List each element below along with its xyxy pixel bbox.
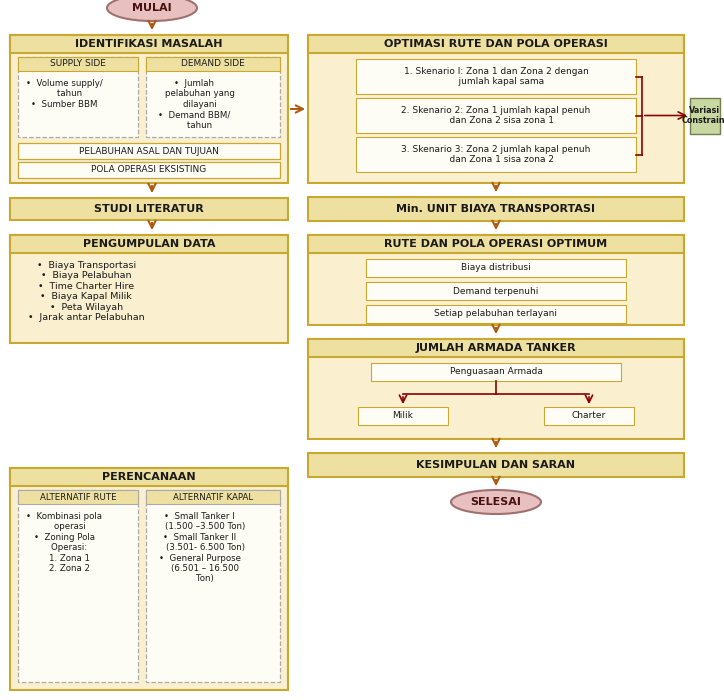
Text: POLA OPERASI EKSISTING: POLA OPERASI EKSISTING: [91, 165, 206, 174]
Bar: [308, 35, 684, 183]
Bar: [10, 468, 288, 690]
Bar: [308, 339, 684, 439]
Bar: [544, 407, 634, 425]
Text: •  Biaya Transportasi
•  Biaya Pelabuhan
•  Time Charter Hire
•  Biaya Kapal Mil: • Biaya Transportasi • Biaya Pelabuhan •…: [28, 261, 145, 322]
Text: •  Volume supply/
    tahun
•  Sumber BBM: • Volume supply/ tahun • Sumber BBM: [26, 79, 103, 108]
Bar: [308, 235, 684, 253]
Bar: [10, 235, 288, 343]
Text: ALTERNATIF KAPAL: ALTERNATIF KAPAL: [173, 493, 253, 501]
Text: Penguasaan Armada: Penguasaan Armada: [450, 368, 542, 377]
Bar: [10, 35, 288, 183]
Bar: [308, 197, 684, 221]
Text: OPTIMASI RUTE DAN POLA OPERASI: OPTIMASI RUTE DAN POLA OPERASI: [384, 39, 608, 49]
Bar: [146, 57, 280, 137]
Bar: [308, 35, 684, 53]
Text: 1. Skenario I: Zona 1 dan Zona 2 dengan
    jumlah kapal sama: 1. Skenario I: Zona 1 dan Zona 2 dengan …: [403, 66, 589, 86]
Text: KESIMPULAN DAN SARAN: KESIMPULAN DAN SARAN: [416, 460, 576, 470]
Text: MULAI: MULAI: [132, 3, 172, 13]
Bar: [366, 305, 626, 323]
Bar: [146, 490, 280, 504]
Text: Demand terpenuhi: Demand terpenuhi: [453, 286, 539, 295]
Bar: [18, 162, 280, 178]
Bar: [146, 490, 280, 682]
Text: PENGUMPULAN DATA: PENGUMPULAN DATA: [83, 239, 215, 249]
Bar: [356, 137, 636, 172]
Bar: [18, 57, 138, 137]
Bar: [10, 35, 288, 53]
Bar: [18, 57, 138, 71]
Bar: [366, 282, 626, 300]
Text: Biaya distribusi: Biaya distribusi: [461, 263, 531, 272]
Text: Min. UNIT BIAYA TRANSPORTASI: Min. UNIT BIAYA TRANSPORTASI: [397, 204, 596, 214]
Ellipse shape: [107, 0, 197, 21]
Text: STUDI LITERATUR: STUDI LITERATUR: [94, 204, 204, 214]
Bar: [308, 235, 684, 325]
Text: Setiap pelabuhan terlayani: Setiap pelabuhan terlayani: [434, 309, 557, 318]
Bar: [10, 235, 288, 253]
Text: Charter: Charter: [572, 412, 606, 421]
Bar: [10, 198, 288, 220]
Bar: [358, 407, 448, 425]
Text: Milik: Milik: [392, 412, 413, 421]
Ellipse shape: [451, 490, 541, 514]
Bar: [371, 363, 621, 381]
Bar: [18, 490, 138, 504]
Bar: [308, 453, 684, 477]
Text: •  Small Tanker I
    (1.500 –3.500 Ton)
•  Small Tanker II
    (3.501- 6.500 To: • Small Tanker I (1.500 –3.500 Ton) • Sm…: [154, 512, 245, 583]
Bar: [366, 259, 626, 277]
Bar: [18, 143, 280, 159]
Bar: [690, 97, 720, 134]
Text: PELABUHAN ASAL DAN TUJUAN: PELABUHAN ASAL DAN TUJUAN: [79, 146, 219, 155]
Text: •  Kombinasi pola
    operasi
•  Zoning Pola
    Operasi:
    1. Zona 1
    2. Z: • Kombinasi pola operasi • Zoning Pola O…: [26, 512, 102, 573]
Text: 3. Skenario 3: Zona 2 jumlah kapal penuh
    dan Zona 1 sisa zona 2: 3. Skenario 3: Zona 2 jumlah kapal penuh…: [401, 145, 591, 164]
Text: RUTE DAN POLA OPERASI OPTIMUM: RUTE DAN POLA OPERASI OPTIMUM: [384, 239, 607, 249]
Text: 2. Skenario 2: Zona 1 jumlah kapal penuh
    dan Zona 2 sisa zona 1: 2. Skenario 2: Zona 1 jumlah kapal penuh…: [401, 106, 591, 125]
Text: SELESAI: SELESAI: [471, 497, 521, 507]
Bar: [146, 57, 280, 71]
Text: JUMLAH ARMADA TANKER: JUMLAH ARMADA TANKER: [416, 343, 576, 353]
Bar: [356, 59, 636, 94]
Text: Variasi
Constraint: Variasi Constraint: [681, 106, 724, 125]
Text: SUPPLY SIDE: SUPPLY SIDE: [50, 60, 106, 69]
Text: PERENCANAAN: PERENCANAAN: [102, 472, 195, 482]
Bar: [18, 490, 138, 682]
Bar: [356, 98, 636, 133]
Bar: [10, 468, 288, 486]
Text: •  Jumlah
    pelabuhan yang
    dilayani
•  Demand BBM/
    tahun: • Jumlah pelabuhan yang dilayani • Deman…: [154, 79, 235, 130]
Text: ALTERNATIF RUTE: ALTERNATIF RUTE: [40, 493, 117, 501]
Text: IDENTIFIKASI MASALAH: IDENTIFIKASI MASALAH: [75, 39, 223, 49]
Bar: [308, 339, 684, 357]
Text: DEMAND SIDE: DEMAND SIDE: [181, 60, 245, 69]
